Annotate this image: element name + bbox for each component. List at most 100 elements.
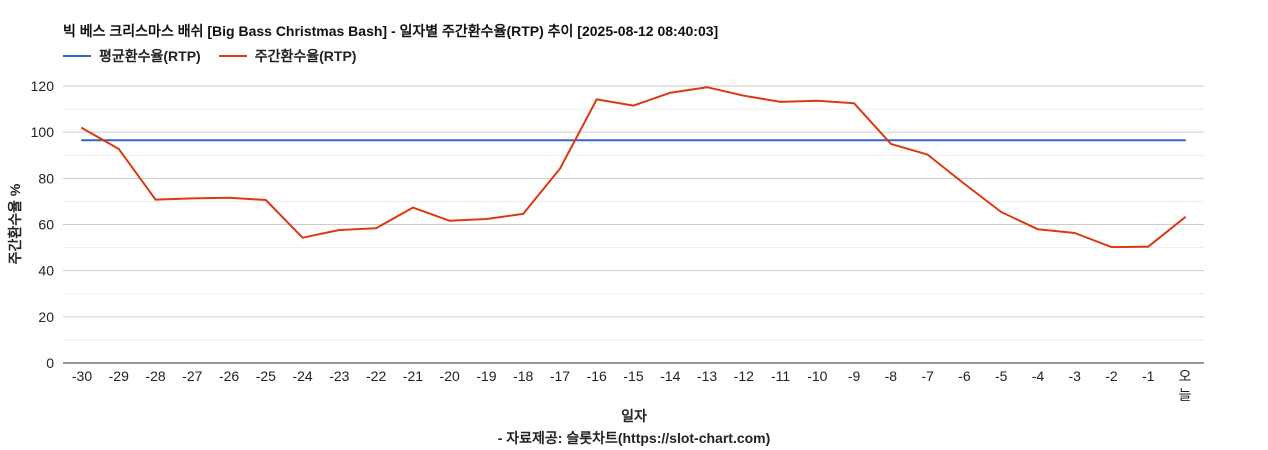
legend-swatch-weekly bbox=[218, 55, 247, 57]
data-point-weekly-rtp[interactable] bbox=[226, 195, 232, 201]
data-point-average-rtp[interactable] bbox=[998, 137, 1004, 143]
data-point-weekly-rtp[interactable] bbox=[631, 103, 637, 109]
data-point-weekly-rtp[interactable] bbox=[851, 100, 857, 106]
data-point-average-rtp[interactable] bbox=[153, 137, 159, 143]
x-tick-label: -30 bbox=[72, 368, 92, 384]
data-point-weekly-rtp[interactable] bbox=[447, 218, 453, 224]
data-point-average-rtp[interactable] bbox=[704, 137, 710, 143]
data-point-average-rtp[interactable] bbox=[557, 137, 563, 143]
data-point-average-rtp[interactable] bbox=[667, 137, 673, 143]
x-tick-label: -4 bbox=[1032, 368, 1045, 384]
x-tick-label: -12 bbox=[734, 368, 754, 384]
legend-item-average-rtp[interactable]: 평균환수율(RTP) bbox=[63, 46, 201, 66]
data-point-average-rtp[interactable] bbox=[851, 137, 857, 143]
data-point-weekly-rtp[interactable] bbox=[888, 141, 894, 147]
data-point-weekly-rtp[interactable] bbox=[189, 195, 195, 201]
data-point-average-rtp[interactable] bbox=[336, 137, 342, 143]
data-point-average-rtp[interactable] bbox=[778, 137, 784, 143]
x-tick-label: -19 bbox=[476, 368, 496, 384]
data-point-weekly-rtp[interactable] bbox=[998, 209, 1004, 215]
data-point-average-rtp[interactable] bbox=[483, 137, 489, 143]
data-point-average-rtp[interactable] bbox=[1145, 137, 1151, 143]
data-point-average-rtp[interactable] bbox=[594, 137, 600, 143]
y-tick-label: 80 bbox=[38, 170, 54, 186]
data-point-weekly-rtp[interactable] bbox=[483, 216, 489, 222]
data-point-weekly-rtp[interactable] bbox=[300, 235, 306, 241]
legend-label-weekly: 주간환수율(RTP) bbox=[254, 48, 357, 64]
data-point-weekly-rtp[interactable] bbox=[961, 181, 967, 187]
x-tick-label: -28 bbox=[145, 368, 165, 384]
data-point-average-rtp[interactable] bbox=[116, 137, 122, 143]
x-axis-label: 일자 bbox=[621, 408, 647, 424]
y-tick-label: 0 bbox=[46, 355, 54, 371]
y-tick-label: 100 bbox=[31, 124, 55, 140]
x-tick-label: -6 bbox=[958, 368, 971, 384]
x-tick-label: -13 bbox=[697, 368, 717, 384]
data-point-weekly-rtp[interactable] bbox=[778, 99, 784, 105]
data-point-weekly-rtp[interactable] bbox=[1035, 226, 1041, 232]
data-point-weekly-rtp[interactable] bbox=[263, 197, 269, 203]
data-point-average-rtp[interactable] bbox=[1182, 137, 1188, 143]
y-tick-label: 120 bbox=[31, 78, 55, 94]
data-point-weekly-rtp[interactable] bbox=[557, 166, 563, 172]
data-point-average-rtp[interactable] bbox=[961, 137, 967, 143]
x-tick-label: -7 bbox=[921, 368, 934, 384]
legend-item-weekly-rtp[interactable]: 주간환수율(RTP) bbox=[218, 46, 357, 66]
data-point-average-rtp[interactable] bbox=[263, 137, 269, 143]
data-point-average-rtp[interactable] bbox=[226, 137, 232, 143]
x-tick-label: -14 bbox=[660, 368, 680, 384]
data-point-average-rtp[interactable] bbox=[300, 137, 306, 143]
x-tick-label: -26 bbox=[219, 368, 239, 384]
data-point-average-rtp[interactable] bbox=[1108, 137, 1114, 143]
data-point-weekly-rtp[interactable] bbox=[667, 90, 673, 96]
x-tick-label: -15 bbox=[623, 368, 643, 384]
x-tick-label: -8 bbox=[885, 368, 898, 384]
legend: 평균환수율(RTP) 주간환수율(RTP) bbox=[63, 46, 374, 66]
data-point-average-rtp[interactable] bbox=[79, 137, 85, 143]
x-tick-label: -3 bbox=[1068, 368, 1081, 384]
data-point-weekly-rtp[interactable] bbox=[153, 197, 159, 203]
data-point-weekly-rtp[interactable] bbox=[594, 96, 600, 102]
data-point-average-rtp[interactable] bbox=[520, 137, 526, 143]
data-point-weekly-rtp[interactable] bbox=[410, 205, 416, 211]
x-tick-label: -5 bbox=[995, 368, 1008, 384]
data-point-weekly-rtp[interactable] bbox=[1072, 230, 1078, 236]
x-tick-label: -24 bbox=[292, 368, 312, 384]
data-point-weekly-rtp[interactable] bbox=[1145, 244, 1151, 250]
data-point-average-rtp[interactable] bbox=[631, 137, 637, 143]
y-tick-label: 40 bbox=[38, 263, 54, 279]
data-point-average-rtp[interactable] bbox=[1035, 137, 1041, 143]
data-point-weekly-rtp[interactable] bbox=[1108, 244, 1114, 250]
data-point-weekly-rtp[interactable] bbox=[520, 211, 526, 217]
data-point-average-rtp[interactable] bbox=[1072, 137, 1078, 143]
x-tick-label: -9 bbox=[848, 368, 861, 384]
data-point-weekly-rtp[interactable] bbox=[116, 146, 122, 152]
y-axis-label: 주간환수율 % bbox=[7, 183, 23, 264]
x-tick-label: -10 bbox=[807, 368, 827, 384]
data-point-weekly-rtp[interactable] bbox=[741, 93, 747, 99]
x-tick-label: -23 bbox=[329, 368, 349, 384]
y-tick-label: 20 bbox=[38, 309, 54, 325]
data-point-average-rtp[interactable] bbox=[410, 137, 416, 143]
series-line-weekly-rtp[interactable] bbox=[81, 86, 1186, 249]
data-point-average-rtp[interactable] bbox=[447, 137, 453, 143]
data-point-weekly-rtp[interactable] bbox=[814, 98, 820, 104]
data-point-average-rtp[interactable] bbox=[814, 137, 820, 143]
x-tick-label: -11 bbox=[771, 368, 790, 384]
data-point-average-rtp[interactable] bbox=[373, 137, 379, 143]
data-point-weekly-rtp[interactable] bbox=[704, 84, 710, 90]
x-tick-label: -21 bbox=[403, 368, 423, 384]
x-tick-label: -16 bbox=[587, 368, 607, 384]
data-point-weekly-rtp[interactable] bbox=[79, 125, 85, 131]
legend-label-average: 평균환수율(RTP) bbox=[99, 48, 201, 64]
data-point-average-rtp[interactable] bbox=[189, 137, 195, 143]
source-credit: - 자료제공: 슬롯차트(https://slot-chart.com) bbox=[497, 430, 771, 446]
data-point-weekly-rtp[interactable] bbox=[336, 227, 342, 233]
data-point-weekly-rtp[interactable] bbox=[925, 152, 931, 158]
data-point-weekly-rtp[interactable] bbox=[1182, 214, 1188, 220]
data-point-average-rtp[interactable] bbox=[925, 137, 931, 143]
data-point-weekly-rtp[interactable] bbox=[373, 225, 379, 231]
data-point-average-rtp[interactable] bbox=[741, 137, 747, 143]
chart-title: 빅 베스 크리스마스 배쉬 [Big Bass Christmas Bash] … bbox=[63, 23, 719, 39]
